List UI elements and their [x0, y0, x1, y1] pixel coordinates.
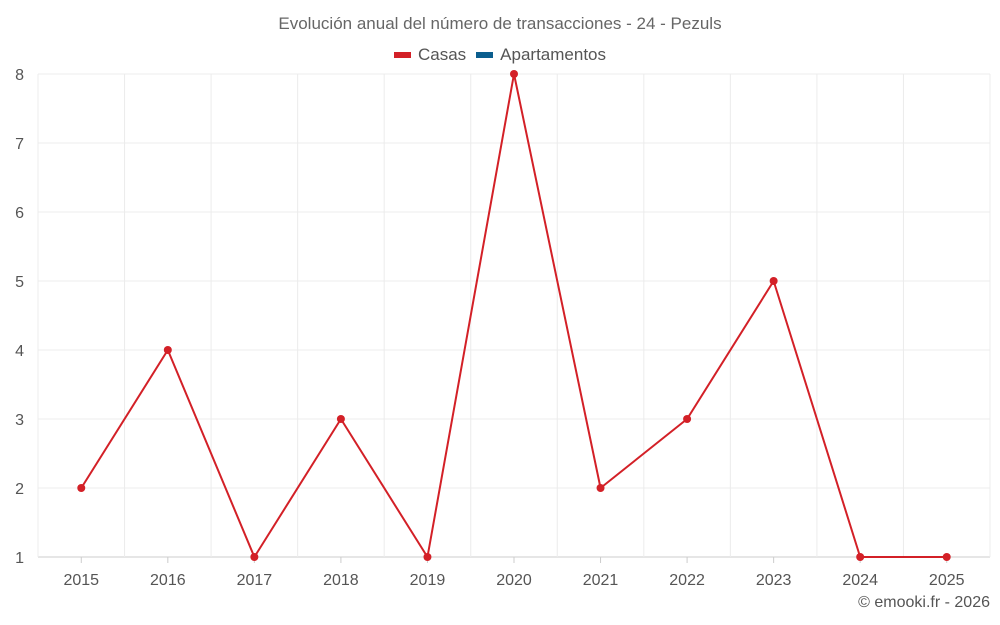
data-point-casas-2021: [596, 484, 605, 492]
legend-item-casas[interactable]: Casas: [393, 45, 467, 65]
x-tick-label: 2019: [410, 572, 446, 589]
chart-title: Evolución anual del número de transaccio…: [278, 14, 722, 33]
legend-label-apartamentos: Apartamentos: [500, 45, 607, 64]
y-tick-label: 4: [15, 343, 24, 360]
y-tick-label: 2: [15, 481, 24, 498]
x-tick-label: 2015: [63, 572, 99, 589]
data-point-casas-2024: [856, 553, 865, 561]
data-point-casas-2015: [77, 484, 86, 492]
x-tick-label: 2020: [496, 572, 532, 589]
y-tick-label: 7: [15, 136, 24, 153]
credit-text: © emooki.fr - 2026: [858, 594, 990, 611]
x-tick-label: 2021: [583, 572, 619, 589]
y-axis: 1 2 3 4 5 6 7 8: [15, 67, 24, 567]
legend-item-apartamentos[interactable]: Apartamentos: [476, 45, 606, 65]
legend-label-casas: Casas: [417, 45, 467, 64]
data-point-casas-2016: [163, 346, 172, 354]
data-point-casas-2017: [250, 553, 259, 561]
data-point-casas-2023: [769, 277, 778, 285]
grid: [37, 73, 991, 558]
x-tick-label: 2017: [237, 572, 273, 589]
legend: Casas Apartamentos: [0, 45, 1000, 65]
data-point-casas-2018: [336, 415, 345, 423]
data-point-casas-2020: [510, 70, 518, 78]
legend-swatch-casas: [393, 52, 411, 58]
y-tick-label: 1: [15, 550, 24, 567]
y-tick-label: 3: [15, 412, 24, 429]
legend-swatch-apartamentos: [476, 52, 494, 58]
x-tick-label: 2016: [150, 572, 186, 589]
x-axis: 2015 2016 2017 2018 2019 2020 2021 2022 2023 2024…: [63, 557, 965, 589]
x-tick-label: 2025: [929, 572, 965, 589]
data-point-casas-2019: [423, 553, 432, 561]
y-tick-label: 6: [15, 205, 24, 222]
y-tick-label: 5: [15, 274, 24, 291]
x-tick-label: 2024: [842, 572, 878, 589]
x-tick-label: 2022: [669, 572, 705, 589]
x-tick-label: 2023: [756, 572, 792, 589]
series-layer: [77, 70, 951, 561]
data-point-casas-2022: [683, 415, 692, 423]
y-tick-label: 8: [15, 67, 24, 84]
data-point-casas-2025: [942, 553, 951, 561]
x-tick-label: 2018: [323, 572, 359, 589]
